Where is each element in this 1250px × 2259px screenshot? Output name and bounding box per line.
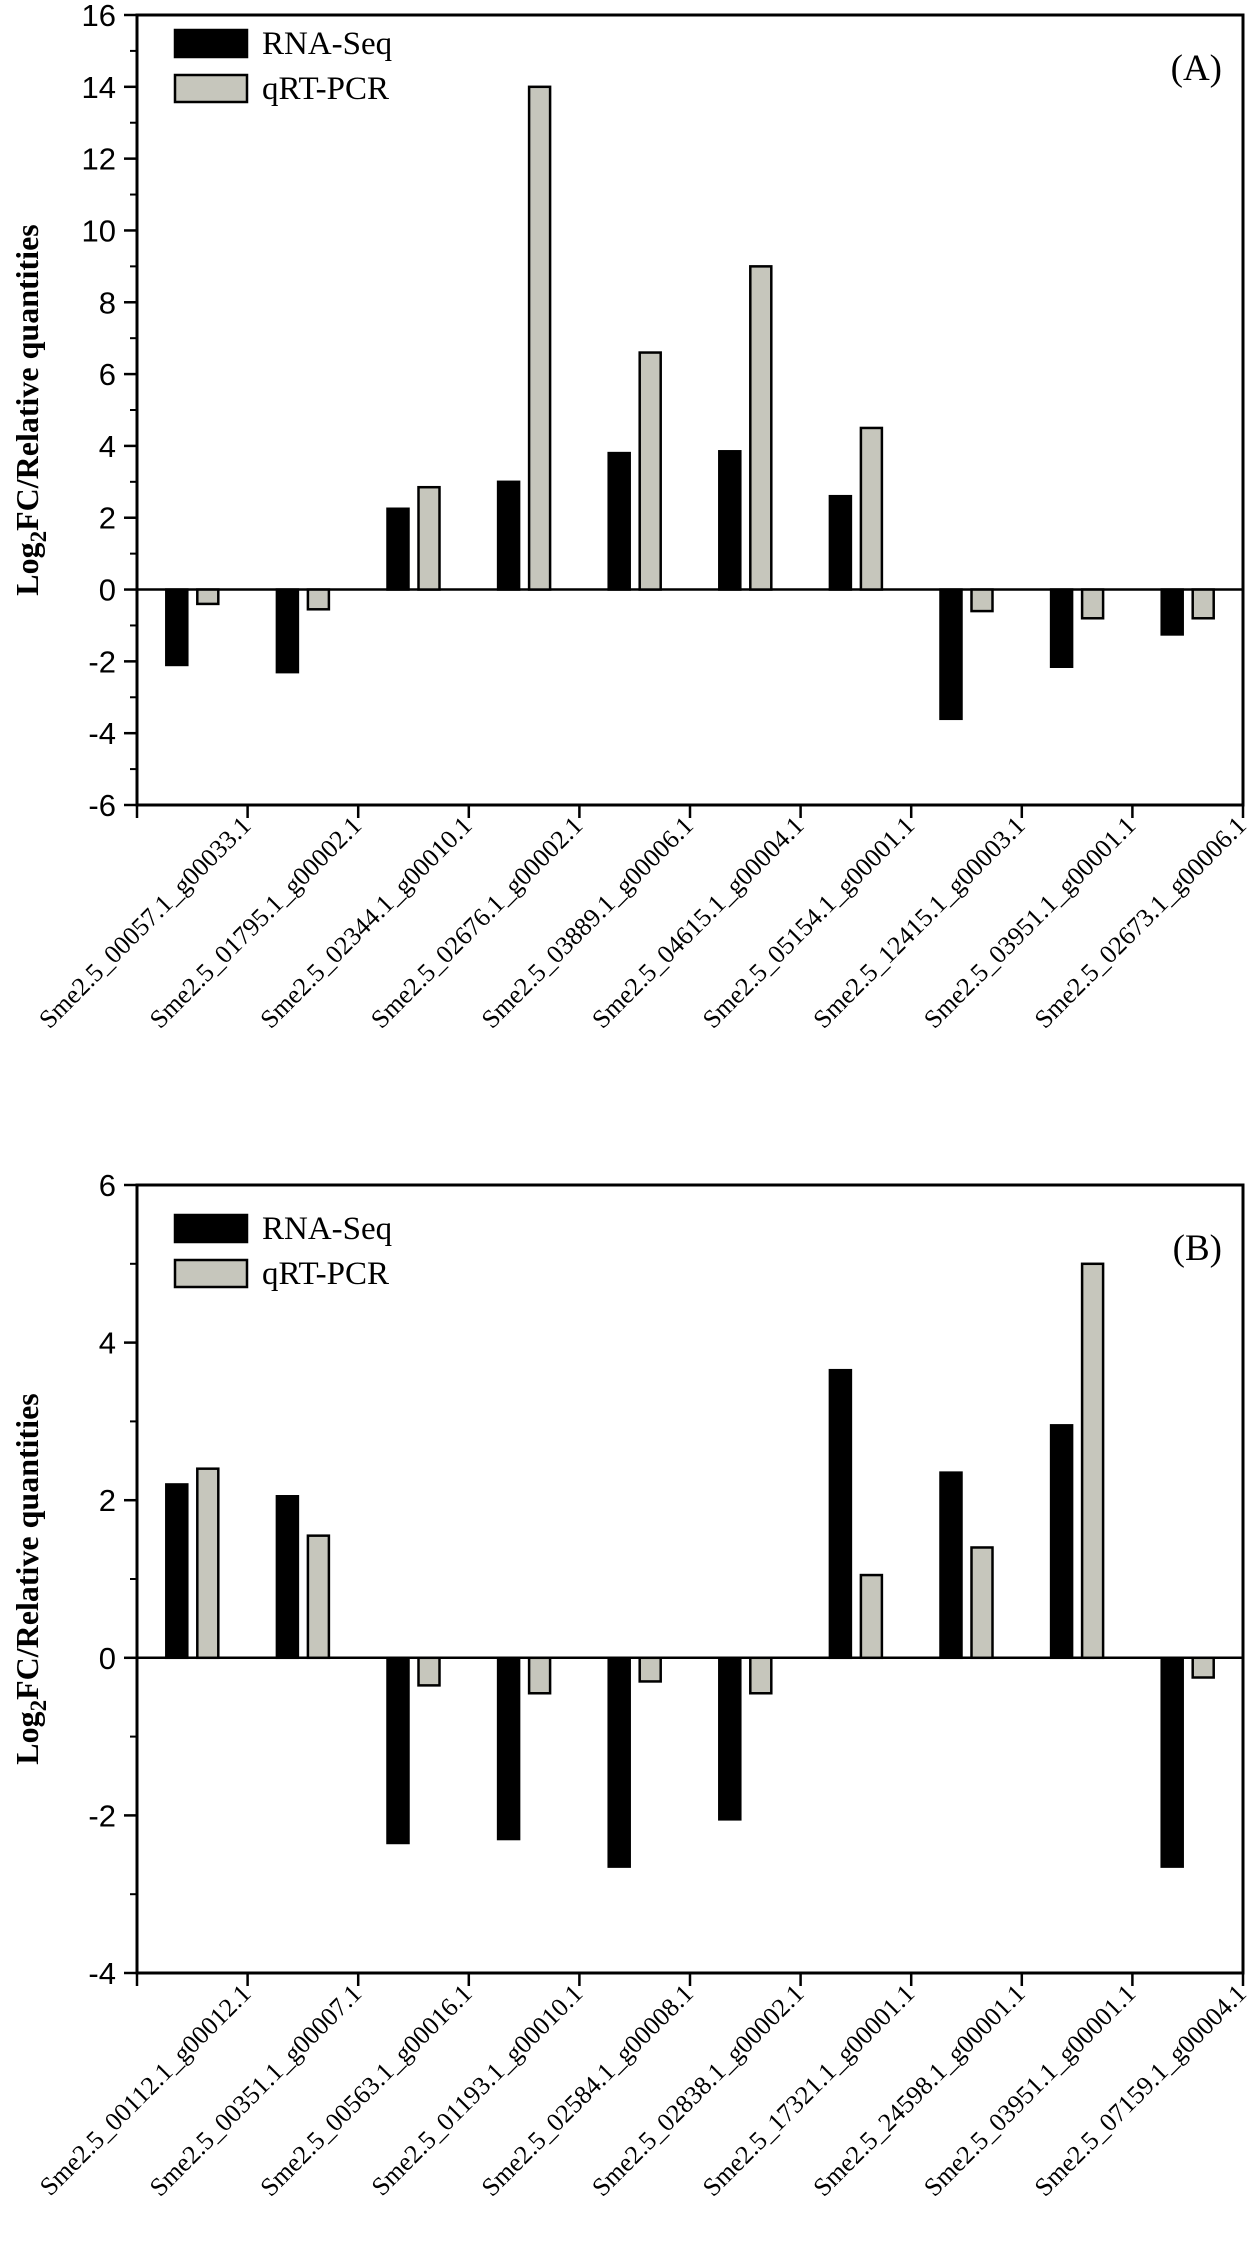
x-category-label: Sme2.5_03889.1_g00006.1 xyxy=(476,811,699,1034)
x-category-label: Sme2.5_03951.1_g00001.1 xyxy=(918,1979,1141,2202)
x-category-label: Sme2.5_00057.1_g00033.1 xyxy=(33,811,256,1034)
y-axis-title: Log2FC/Relative quantities xyxy=(9,224,51,595)
y-tick-label: 6 xyxy=(99,1168,116,1203)
x-category-label: Sme2.5_02584.1_g00008.1 xyxy=(476,1979,699,2202)
y-tick-label: 12 xyxy=(82,142,116,177)
bar-rna-seq xyxy=(939,588,963,721)
bar-rna-seq xyxy=(607,1656,631,1868)
y-tick-label: 2 xyxy=(99,501,116,536)
y-tick-label: -2 xyxy=(88,1798,116,1833)
bar-qrt-pcr xyxy=(970,588,994,613)
bar-rna-seq xyxy=(275,1495,300,1660)
bar-qrt-pcr xyxy=(638,351,662,591)
x-category-label: Sme2.5_00563.1_g00016.1 xyxy=(254,1979,477,2202)
x-category-label: Sme2.5_00351.1_g00007.1 xyxy=(144,1979,367,2202)
bar-rna-seq xyxy=(1160,1656,1184,1868)
y-tick-label: 16 xyxy=(82,0,116,33)
bar-qrt-pcr xyxy=(417,1656,441,1687)
y-tick-label: 2 xyxy=(99,1483,116,1518)
bar-qrt-pcr xyxy=(196,1467,220,1660)
y-tick-label: 4 xyxy=(99,429,116,464)
y-tick-label: -2 xyxy=(88,644,116,679)
bar-rna-seq xyxy=(828,494,853,591)
legend-label-rna-seq: RNA-Seq xyxy=(262,1211,392,1247)
legend-swatch-rna-seq xyxy=(173,1213,249,1244)
y-tick-label: -4 xyxy=(88,1956,116,1991)
bar-qrt-pcr xyxy=(1080,588,1105,620)
x-category-label: Sme2.5_02676.1_g00002.1 xyxy=(365,811,588,1034)
legend-label-qrt-pcr: qRT-PCR xyxy=(262,71,389,107)
bar-qrt-pcr xyxy=(859,1573,884,1660)
bar-qrt-pcr xyxy=(859,426,884,591)
bar-rna-seq xyxy=(1049,588,1074,669)
y-tick-label: 4 xyxy=(99,1326,116,1361)
bar-rna-seq xyxy=(1160,588,1184,636)
panel-label: (A) xyxy=(1171,48,1222,89)
plot-frame xyxy=(135,13,1245,807)
x-category-label: Sme2.5_04615.1_g00004.1 xyxy=(586,811,809,1034)
x-category-label: Sme2.5_02344.1_g00010.1 xyxy=(254,811,477,1034)
bar-qrt-pcr xyxy=(527,1656,552,1695)
bar-qrt-pcr xyxy=(1191,1656,1215,1679)
x-category-label: Sme2.5_24598.1_g00001.1 xyxy=(807,1979,1030,2202)
bar-rna-seq xyxy=(496,480,521,591)
y-tick-label: 8 xyxy=(99,285,116,320)
bar-rna-seq xyxy=(165,588,189,667)
bar-rna-seq xyxy=(386,1656,410,1845)
y-tick-label: 6 xyxy=(99,357,116,392)
bar-rna-seq xyxy=(496,1656,521,1841)
bar-qrt-pcr xyxy=(527,85,552,591)
y-tick-label: -6 xyxy=(88,788,116,823)
bar-qrt-pcr xyxy=(306,588,331,611)
bar-rna-seq xyxy=(386,507,410,591)
y-tick-label: 10 xyxy=(82,213,116,248)
bar-rna-seq xyxy=(275,588,300,674)
legend-swatch-rna-seq xyxy=(173,28,249,59)
bar-qrt-pcr xyxy=(417,485,441,591)
bar-rna-seq xyxy=(939,1471,963,1660)
y-tick-label: 0 xyxy=(99,1641,116,1676)
chart-panel-b: -4 -2 0 2 4 6 Sme2.5_00112.1_g00012.1 Sme2.5_00… xyxy=(0,1130,1250,2259)
y-tick-label: 14 xyxy=(82,70,116,105)
x-category-label: Sme2.5_17321.1_g00001.1 xyxy=(697,1979,920,2202)
plot-frame xyxy=(135,1183,1245,1975)
y-axis-title: Log2FC/Relative quantities xyxy=(9,1393,51,1764)
x-category-label: Sme2.5_00112.1_g00012.1 xyxy=(34,1979,257,2202)
bar-qrt-pcr xyxy=(1191,588,1215,620)
x-category-label: Sme2.5_07159.1_g00004.1 xyxy=(1029,1979,1250,2202)
bar-rna-seq xyxy=(607,451,631,591)
legend-swatch-qrt-pcr xyxy=(173,1258,249,1289)
x-category-label: Sme2.5_12415.1_g00003.1 xyxy=(807,811,1030,1034)
legend-label-qrt-pcr: qRT-PCR xyxy=(262,1256,389,1292)
x-category-label: Sme2.5_02838.1_g00002.1 xyxy=(586,1979,809,2202)
bar-qrt-pcr xyxy=(196,588,220,606)
panel-label: (B) xyxy=(1173,1228,1222,1269)
bar-rna-seq xyxy=(828,1368,853,1660)
x-category-label: Sme2.5_01795.1_g00002.1 xyxy=(144,811,367,1034)
bar-qrt-pcr xyxy=(638,1656,662,1683)
x-category-label: Sme2.5_05154.1_g00001.1 xyxy=(697,811,920,1034)
bar-qrt-pcr xyxy=(306,1534,331,1660)
bar-rna-seq xyxy=(718,1656,742,1821)
y-tick-label: -4 xyxy=(88,716,116,751)
x-category-label: Sme2.5_02673.1_g00006.1 xyxy=(1029,811,1250,1034)
x-category-label: Sme2.5_03951.1_g00001.1 xyxy=(918,811,1141,1034)
bar-chart-b: -4 -2 0 2 4 6 Sme2.5_00112.1_g00012.1Sme2.5_00… xyxy=(9,1168,1250,2202)
chart-panel-a: -6 -4 -2 0 2 4 6 8 10 12 14 16 Sme2.5_00057.1_g00033… xyxy=(9,0,1250,1034)
bar-chart-a: -6 -4 -2 0 2 4 6 8 10 12 14 16 Sme2.5_00057.1_g00033… xyxy=(9,0,1250,1034)
bar-qrt-pcr xyxy=(749,1656,773,1695)
bar-rna-seq xyxy=(718,450,742,591)
y-tick-label: 0 xyxy=(99,573,116,608)
bar-rna-seq xyxy=(1049,1424,1074,1660)
bar-qrt-pcr xyxy=(1080,1262,1105,1660)
bar-qrt-pcr xyxy=(970,1546,994,1660)
bar-rna-seq xyxy=(165,1483,189,1660)
bar-qrt-pcr xyxy=(749,265,773,591)
x-category-label: Sme2.5_01193.1_g00010.1 xyxy=(366,1979,589,2202)
legend-swatch-qrt-pcr xyxy=(173,73,249,104)
legend-label-rna-seq: RNA-Seq xyxy=(262,26,392,62)
